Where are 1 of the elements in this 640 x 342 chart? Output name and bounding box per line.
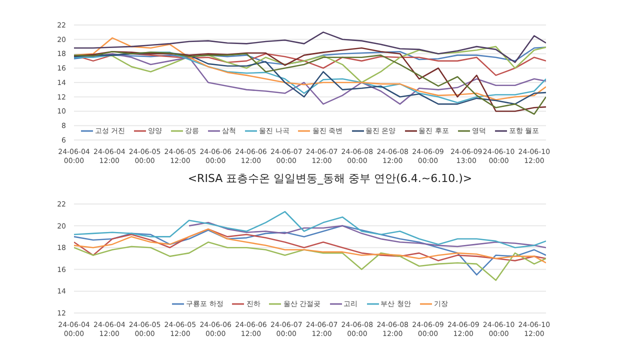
text: <RISA 표층수온 일일변동_동해 중부 연안(6.4.~6.10.)>: [186, 171, 474, 186]
